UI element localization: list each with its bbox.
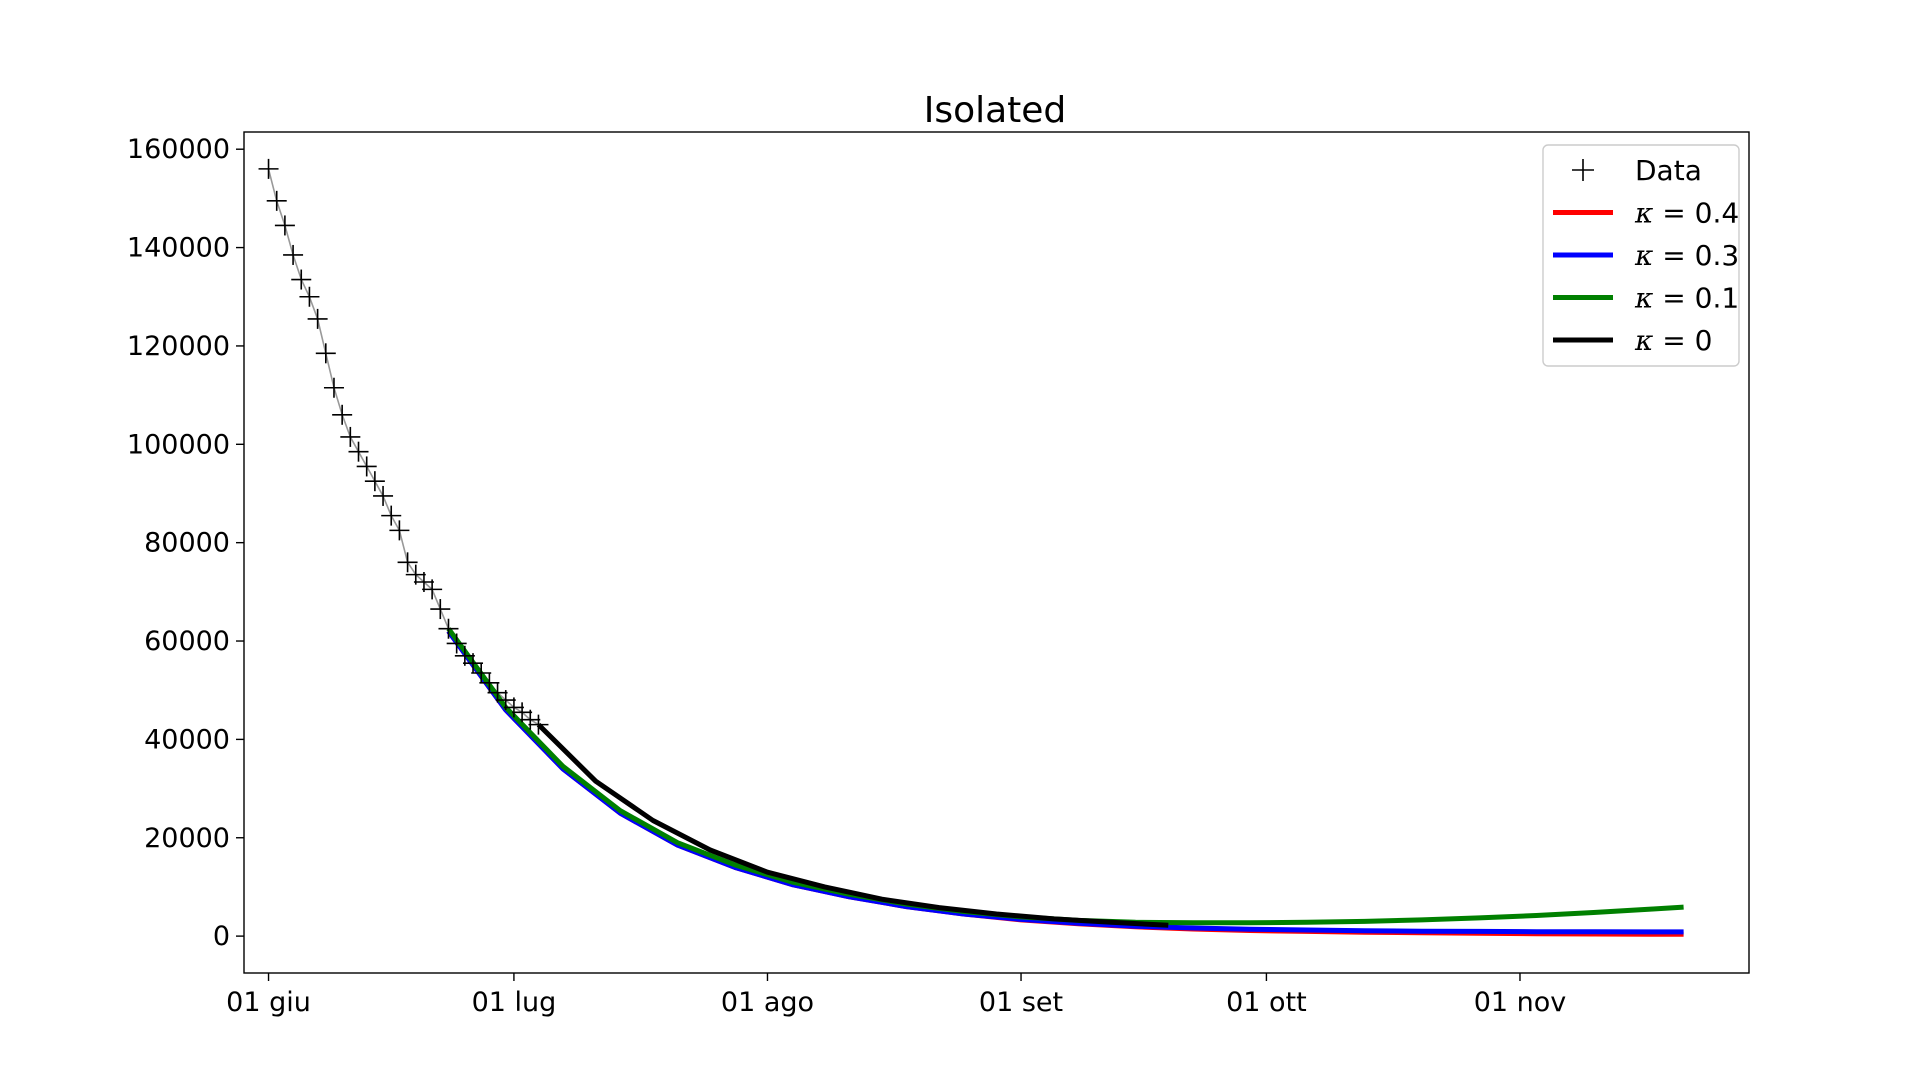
series-line-0 [536, 722, 1169, 928]
x-tick-label: 01 set [979, 987, 1063, 1018]
legend-label: κ = 0.3 [1634, 239, 1739, 272]
data-point [283, 244, 304, 265]
data-point [348, 441, 369, 462]
plot-frame [243, 131, 1750, 974]
data-point [397, 552, 418, 573]
data-point [315, 343, 336, 364]
data-point [307, 308, 328, 329]
legend-entry: κ = 0.4 [1553, 197, 1739, 230]
legend-label: κ = 0.4 [1634, 197, 1739, 230]
legend-entry: κ = 0.3 [1553, 239, 1739, 272]
y-tick-label: 100000 [127, 429, 230, 460]
y-tick-label: 140000 [127, 233, 230, 264]
data-point [291, 269, 312, 290]
plot-area [258, 158, 1684, 937]
data-point [364, 471, 385, 492]
data-point [430, 599, 451, 620]
series-line-0-1 [446, 627, 1684, 926]
data-point [258, 158, 279, 179]
data-point [381, 505, 402, 526]
y-tick-label: 60000 [144, 626, 230, 657]
y-tick-label: 40000 [144, 724, 230, 755]
y-tick-label: 80000 [144, 528, 230, 559]
legend-entry: κ = 0 [1553, 324, 1712, 357]
chart-title: Isolated [924, 90, 1067, 131]
legend-label: κ = 0.1 [1634, 282, 1739, 315]
y-tick-label: 160000 [127, 134, 230, 165]
legend: Data κ = 0.4 κ = 0.3 κ = 0.1 κ = 0 [1542, 144, 1740, 367]
data-point [479, 672, 500, 693]
data-point [528, 714, 549, 735]
data-connector-line [267, 168, 539, 726]
x-tick-label: 01 ago [721, 987, 814, 1018]
data-point [332, 404, 353, 425]
data-point [471, 662, 492, 683]
data-point [520, 709, 541, 730]
x-tick-label: 01 ott [1226, 987, 1307, 1018]
data-point [438, 618, 459, 639]
legend-entry-data: Data [1572, 154, 1702, 187]
y-tick-label: 20000 [144, 823, 230, 854]
x-tick-label: 01 nov [1474, 987, 1567, 1018]
x-tick-label: 01 giu [226, 987, 311, 1018]
data-point [373, 485, 394, 506]
legend-label: Data [1635, 154, 1702, 187]
y-tick-label: 120000 [127, 331, 230, 362]
series-line-0-4 [446, 629, 1684, 937]
data-point [446, 633, 467, 654]
data-point [422, 579, 443, 600]
x-tick-label: 01 lug [472, 987, 557, 1018]
data-point [274, 215, 295, 236]
data-point [463, 653, 484, 674]
data-point [299, 286, 320, 307]
data-point [323, 377, 344, 398]
axis-ticks: 01 giu 01 lug 01 ago 01 set 01 ott 01 nov 0 200… [127, 134, 1566, 1018]
data-point [503, 697, 524, 718]
y-tick-label: 0 [213, 921, 230, 952]
legend-entry: κ = 0.1 [1553, 282, 1739, 315]
data-point [340, 426, 361, 447]
legend-box [1542, 144, 1740, 367]
series-line-0-3 [446, 629, 1684, 935]
data-point [389, 520, 410, 541]
data-point [356, 456, 377, 477]
data-point [266, 190, 287, 211]
legend-label: κ = 0 [1634, 324, 1712, 357]
